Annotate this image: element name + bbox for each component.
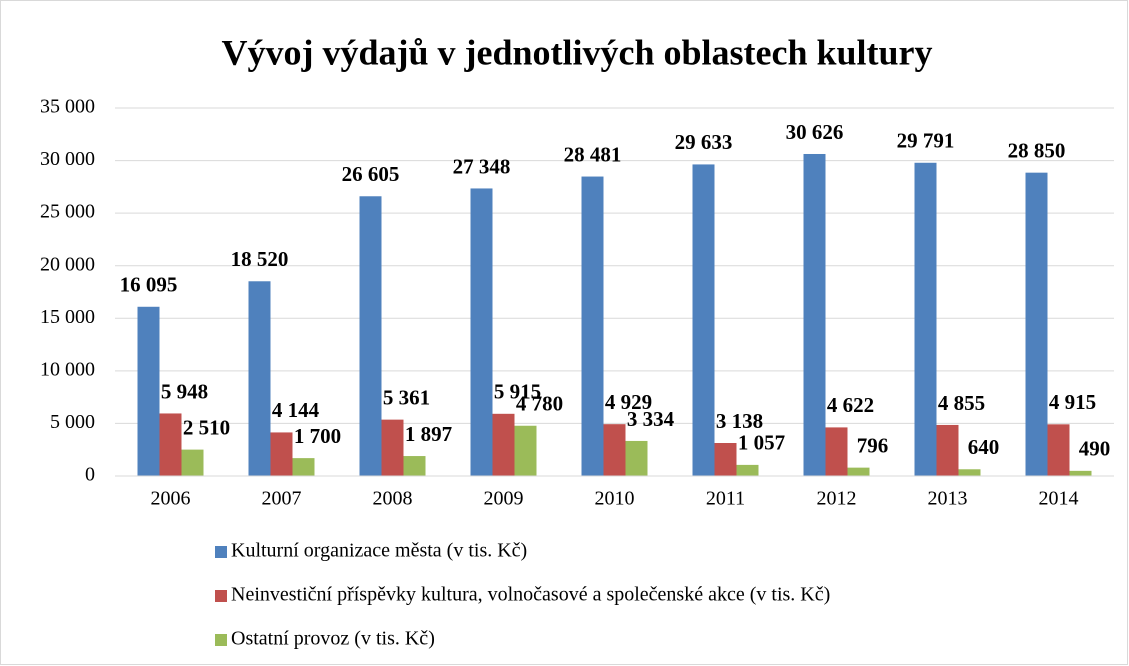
bar [159,413,182,476]
x-tick-label: 2012 [817,488,857,510]
bar [248,281,271,476]
bar [270,432,293,476]
bar [936,424,959,476]
bar [137,306,160,476]
value-label: 28 481 [564,142,622,166]
legend-label: Neinvestiční příspěvky kultura, volnočas… [231,584,830,606]
bar [625,440,648,476]
value-label: 640 [968,435,1000,459]
legend-swatch [215,634,227,646]
bar [914,162,937,476]
x-tick-label: 2011 [706,488,745,510]
y-tick-label: 30 000 [40,148,95,170]
x-tick-label: 2007 [262,488,302,510]
value-label: 1 057 [738,431,785,455]
x-tick-label: 2008 [373,488,413,510]
value-label: 3 334 [627,407,675,431]
x-tick-label: 2006 [151,488,191,510]
bar [359,196,382,476]
bar [958,469,981,476]
value-label: 28 850 [1008,138,1066,162]
y-tick-label: 15 000 [40,306,95,328]
y-tick-label: 0 [85,464,95,486]
bar [1025,172,1048,477]
chart-title: Vývoj výdajů v jednotlivých oblastech ku… [221,32,932,72]
bar [470,188,493,476]
value-label: 2 510 [183,415,230,439]
value-label: 29 633 [675,130,733,154]
x-tick-label: 2014 [1039,488,1079,510]
x-tick-label: 2010 [595,488,635,510]
x-tick-label: 2009 [484,488,524,510]
value-label: 26 605 [342,162,400,186]
bar [403,456,426,476]
value-label: 4 144 [272,398,320,422]
bar [381,419,404,476]
value-label: 1 700 [294,424,341,448]
value-label: 5 361 [383,385,430,409]
bar [847,467,870,476]
bar [1069,470,1092,476]
value-label: 18 520 [231,247,289,271]
value-label: 5 948 [161,379,208,403]
x-tick-label: 2013 [928,488,968,510]
value-label: 5 915 [494,380,541,404]
legend-swatch [215,546,227,558]
bar [736,464,759,476]
value-label: 4 929 [605,390,652,414]
bar [181,449,204,476]
value-label: 4 622 [827,393,874,417]
legend-label: Ostatní provoz (v tis. Kč) [231,628,435,650]
value-label: 30 626 [786,120,844,144]
legend-label: Kulturní organizace města (v tis. Kč) [231,540,527,562]
bar [1047,424,1070,476]
bar [714,443,737,476]
bar [603,424,626,476]
y-tick-label: 20 000 [40,253,95,275]
value-label: 796 [857,433,889,457]
bar [492,413,515,476]
bar [514,425,537,476]
bar [692,164,715,476]
value-label: 4 915 [1049,390,1096,414]
value-label: 29 791 [897,129,955,153]
value-label: 27 348 [453,154,511,178]
y-tick-label: 25 000 [40,201,95,223]
y-tick-label: 5 000 [50,411,95,433]
value-label: 16 095 [120,273,178,297]
y-tick-label: 35 000 [40,96,95,118]
bar [292,458,315,476]
legend-swatch [215,590,227,602]
bar [803,153,826,476]
bar [825,427,848,476]
value-label: 3 138 [716,409,763,433]
value-label: 1 897 [405,422,452,446]
value-label: 4 780 [516,392,563,416]
value-label: 490 [1079,437,1111,461]
value-label: 4 855 [938,391,985,415]
y-tick-label: 10 000 [40,358,95,380]
bar [581,176,604,476]
